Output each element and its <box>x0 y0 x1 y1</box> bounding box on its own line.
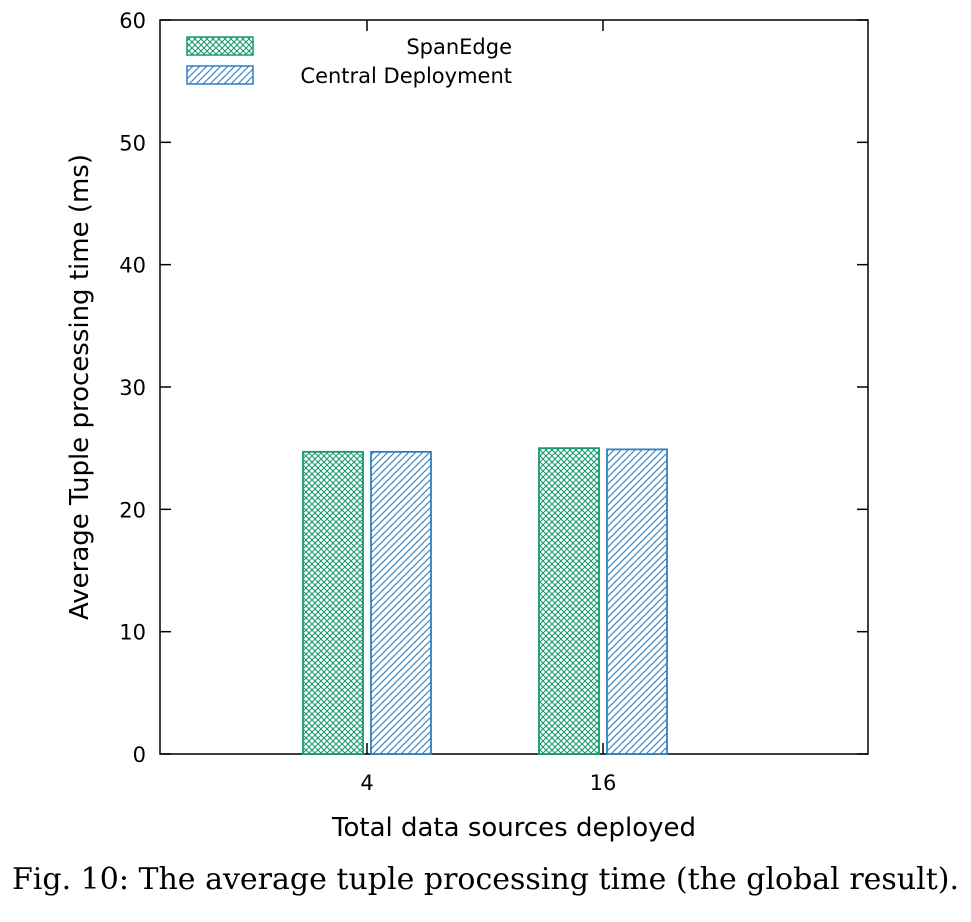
y-axis: 0 10 20 30 40 50 60 <box>119 9 868 767</box>
y-tick-label: 20 <box>119 498 146 522</box>
legend: SpanEdge Central Deployment <box>186 35 512 88</box>
y-tick-label: 50 <box>119 131 146 155</box>
figure-caption: Fig. 10: The average tuple processing ti… <box>11 862 960 897</box>
plot-frame <box>159 19 869 755</box>
y-tick-label: 10 <box>119 621 146 645</box>
x-axis-label: Total data sources deployed <box>331 813 696 843</box>
plot-border <box>159 19 869 755</box>
bar-spanedge-4 <box>302 450 364 755</box>
legend-label-spanedge: SpanEdge <box>406 35 512 59</box>
bar-spanedge-16 <box>538 447 600 755</box>
bars <box>302 447 668 755</box>
y-tick-label: 0 <box>133 743 146 767</box>
bar-chart: 0 10 20 30 40 50 60 4 16 SpanEdge Central Deplo… <box>65 9 869 843</box>
bar-central-deployment-4 <box>370 450 432 755</box>
x-axis: 4 16 <box>360 20 616 795</box>
y-tick-label: 60 <box>119 9 146 33</box>
legend-swatch-spanedge <box>186 36 254 56</box>
y-axis-label: Average Tuple processing time (ms) <box>65 154 95 620</box>
y-tick-label: 30 <box>119 376 146 400</box>
legend-label-central-deployment: Central Deployment <box>300 64 512 88</box>
x-tick-label: 16 <box>590 771 617 795</box>
legend-swatch-central-deployment <box>186 65 254 85</box>
x-tick-label: 4 <box>360 771 373 795</box>
bar-central-deployment-16 <box>606 448 668 755</box>
y-tick-label: 40 <box>119 254 146 278</box>
